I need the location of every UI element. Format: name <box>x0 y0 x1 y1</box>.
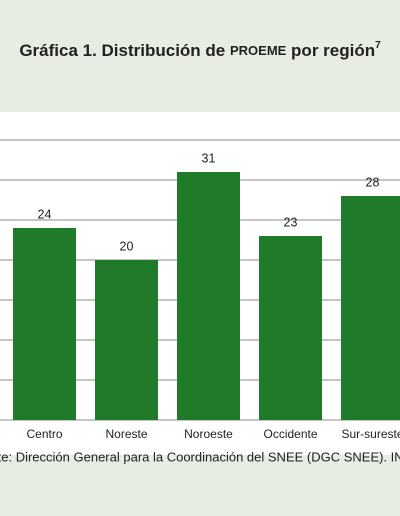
bar <box>259 236 322 420</box>
value-label: 23 <box>284 215 298 229</box>
bar <box>177 172 240 420</box>
value-label: 20 <box>120 239 134 253</box>
source-note: Fuente: Dirección General para la Coordi… <box>0 449 400 464</box>
title-part: Gráfica 1. Distribución de <box>19 41 230 60</box>
x-tick-label: Centro <box>26 427 62 441</box>
plot: 24 Centro 20 Noreste 31 Noroeste 23 Occidente 28… <box>0 139 400 441</box>
value-label: 28 <box>366 175 380 189</box>
x-tick-label: Sur-sureste <box>341 427 400 441</box>
x-tick-label: Noroeste <box>184 427 233 441</box>
x-tick-label: Occidente <box>263 427 317 441</box>
chart-title: Gráfica 1. Distribución de PROEME por re… <box>19 40 381 61</box>
bar <box>341 196 400 420</box>
value-label: 24 <box>38 207 52 221</box>
bar <box>95 260 158 420</box>
title-part: PROEME <box>230 43 287 58</box>
bar <box>13 228 76 420</box>
value-label: 31 <box>202 151 216 165</box>
title-note: 7 <box>375 40 381 51</box>
x-tick-label: Noreste <box>105 427 147 441</box>
title-part: por región <box>286 41 375 60</box>
